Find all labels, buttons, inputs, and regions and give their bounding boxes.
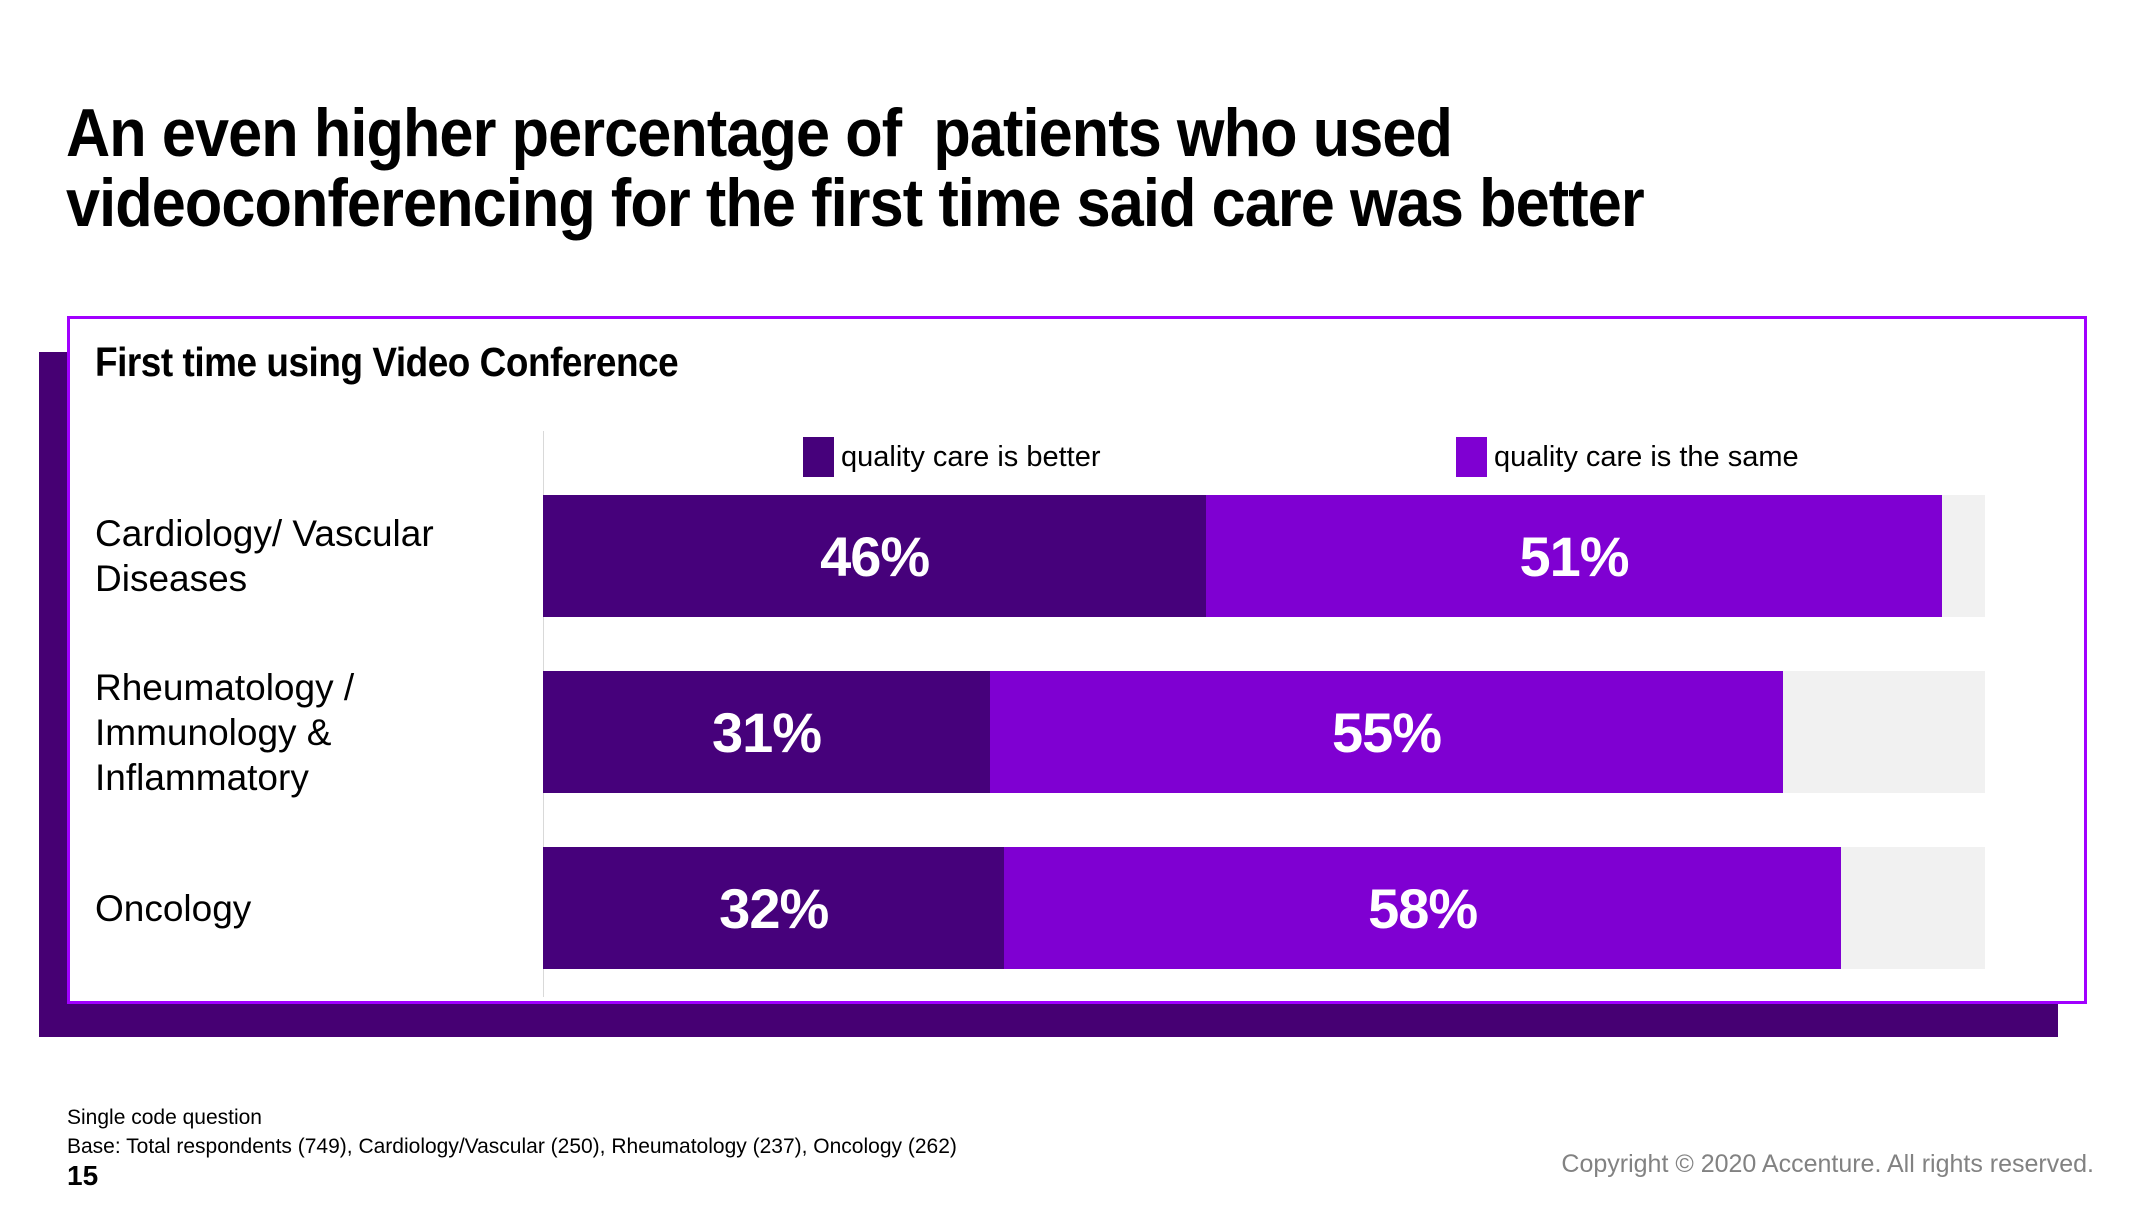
- bar-row: Cardiology/ Vascular Diseases 46% 51%: [70, 495, 2084, 617]
- bar-value-label: 46%: [820, 524, 930, 588]
- bar-value-label: 58%: [1368, 876, 1478, 940]
- bar-track: 46% 51%: [543, 495, 1985, 617]
- bar-row: Rheumatology / Immunology & Inflammatory…: [70, 666, 2084, 798]
- legend-item-same: quality care is the same: [1456, 437, 1799, 477]
- page-number: 15: [67, 1160, 99, 1191]
- bar-value-label: 51%: [1519, 524, 1629, 588]
- copyright-notice: Copyright © 2020 Accenture. All rights r…: [1561, 1150, 2094, 1178]
- bar-segment-same: 51%: [1206, 495, 1942, 617]
- category-label: Rheumatology / Immunology & Inflammatory: [95, 666, 355, 798]
- footnote-base: Base: Total respondents (749), Cardiolog…: [67, 1135, 957, 1158]
- footnote-method: Single code question: [67, 1106, 262, 1129]
- bar-value-label: 32%: [719, 876, 829, 940]
- bar-value-label: 55%: [1332, 700, 1442, 764]
- slide-title: An even higher percentage of patients wh…: [66, 95, 1645, 241]
- legend-item-better: quality care is better: [803, 437, 1101, 477]
- bar-row: Oncology 32% 58%: [70, 847, 2084, 969]
- legend-label-same: quality care is the same: [1494, 441, 1799, 473]
- category-label: Cardiology/ Vascular Diseases: [95, 513, 434, 599]
- bar-segment-better: 32%: [543, 847, 1005, 969]
- chart-title: First time using Video Conference: [95, 339, 679, 385]
- bar-track: 31% 55%: [543, 671, 1985, 793]
- bar-segment-better: 46%: [543, 495, 1207, 617]
- legend-swatch-same: [1456, 437, 1487, 477]
- bar-value-label: 31%: [711, 700, 822, 764]
- chart-panel: First time using Video Conference qualit…: [67, 316, 2087, 1004]
- bar-segment-better: 31%: [543, 671, 991, 793]
- category-label: Oncology: [95, 887, 252, 929]
- bar-segment-same: 55%: [990, 671, 1784, 793]
- legend-swatch-better: [803, 437, 834, 477]
- footnotes: Single code question Base: Total respond…: [67, 1103, 957, 1190]
- legend-label-better: quality care is better: [841, 441, 1101, 473]
- bar-segment-same: 58%: [1004, 847, 1841, 969]
- bar-track: 32% 58%: [543, 847, 1985, 969]
